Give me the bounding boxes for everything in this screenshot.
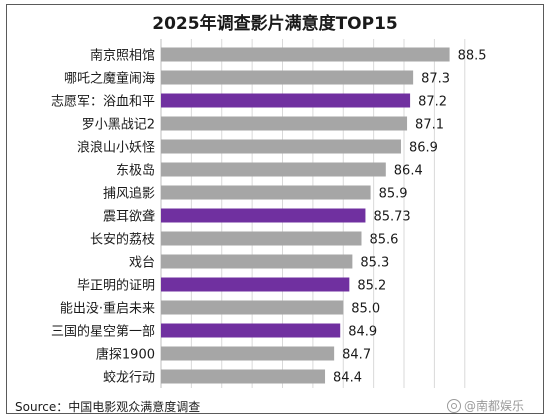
category-label: 震耳欲聋 [103,209,155,225]
value-label: 85.2 [357,279,386,294]
bar-highlighted [161,208,366,223]
value-label: 85.3 [360,256,389,271]
value-label: 88.5 [458,49,487,64]
watermark: @南都娱乐 [447,397,524,414]
bar [161,47,450,62]
value-label: 86.9 [409,141,438,156]
bar [161,185,371,200]
category-label: 南京照相馆 [90,48,155,64]
value-label: 84.4 [333,371,362,386]
chart-title: 2025年调查影片满意度TOP15 [152,14,398,34]
bar [161,300,344,315]
bar-highlighted [161,93,411,108]
category-label: 毕正明的证明 [77,278,155,294]
bar [161,369,326,384]
bar-highlighted [161,277,350,292]
category-label: 东极岛 [116,163,155,179]
value-label: 84.7 [342,348,371,363]
category-label: 能出没·重启未来 [60,301,155,317]
bar [161,162,386,177]
value-label: 85.73 [373,210,410,225]
category-label: 戏台 [129,256,155,271]
category-label: 唐探1900 [96,347,155,363]
category-label: 三国的星空第一部 [51,324,155,340]
category-label: 哪吒之魔童闹海 [64,71,155,87]
value-label: 85.6 [369,233,398,248]
bar [161,116,408,131]
category-label: 罗小黑战记2 [82,118,155,133]
source-note: Source：中国电影观众满意度调查 [15,400,201,414]
category-label: 志愿军：浴血和平 [51,95,155,110]
bar [161,70,414,85]
value-label: 86.4 [394,164,423,179]
value-label: 85.0 [351,302,380,317]
category-label: 浪浪山小妖怪 [77,141,155,156]
category-label: 蛟龙行动 [103,371,155,386]
bar [161,254,353,269]
value-label: 87.1 [415,118,444,133]
watermark-text: @南都娱乐 [464,399,525,413]
bar-chart: 南京照相馆 88.5 哪吒之魔童闹海 87.3 志愿军：浴血和平 87.2 罗小黑战记2 87… [51,39,487,388]
category-label: 捕风追影 [103,186,155,202]
value-label: 87.3 [421,72,450,87]
value-label: 84.9 [348,325,377,340]
bar-highlighted [161,323,341,338]
category-label: 长安的荔枝 [90,232,155,248]
bar [161,346,335,361]
bar [161,231,362,246]
bar [161,139,401,154]
chart-frame: 2025年调查影片满意度TOP15 南京照相馆 88.5 哪吒之魔童闹海 87.3 志愿… [6,4,544,414]
value-label: 85.9 [379,187,408,202]
weibo-logo-icon [447,398,461,413]
value-label: 87.2 [418,95,447,110]
